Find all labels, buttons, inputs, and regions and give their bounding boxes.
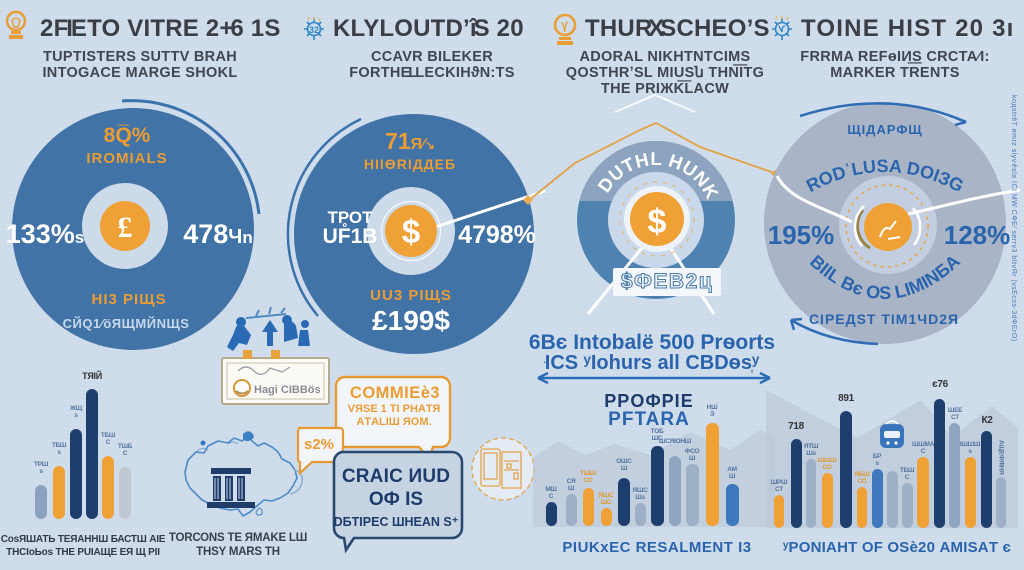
svg-text:$: $ xyxy=(402,213,420,250)
svg-text:$: $ xyxy=(648,203,667,241)
svg-text:Наgі CІBBӧѕ: Наgі CІBBӧѕ xyxy=(254,384,321,396)
svg-text:£: £ xyxy=(118,211,133,244)
svg-text:32: 32 xyxy=(309,25,319,35)
